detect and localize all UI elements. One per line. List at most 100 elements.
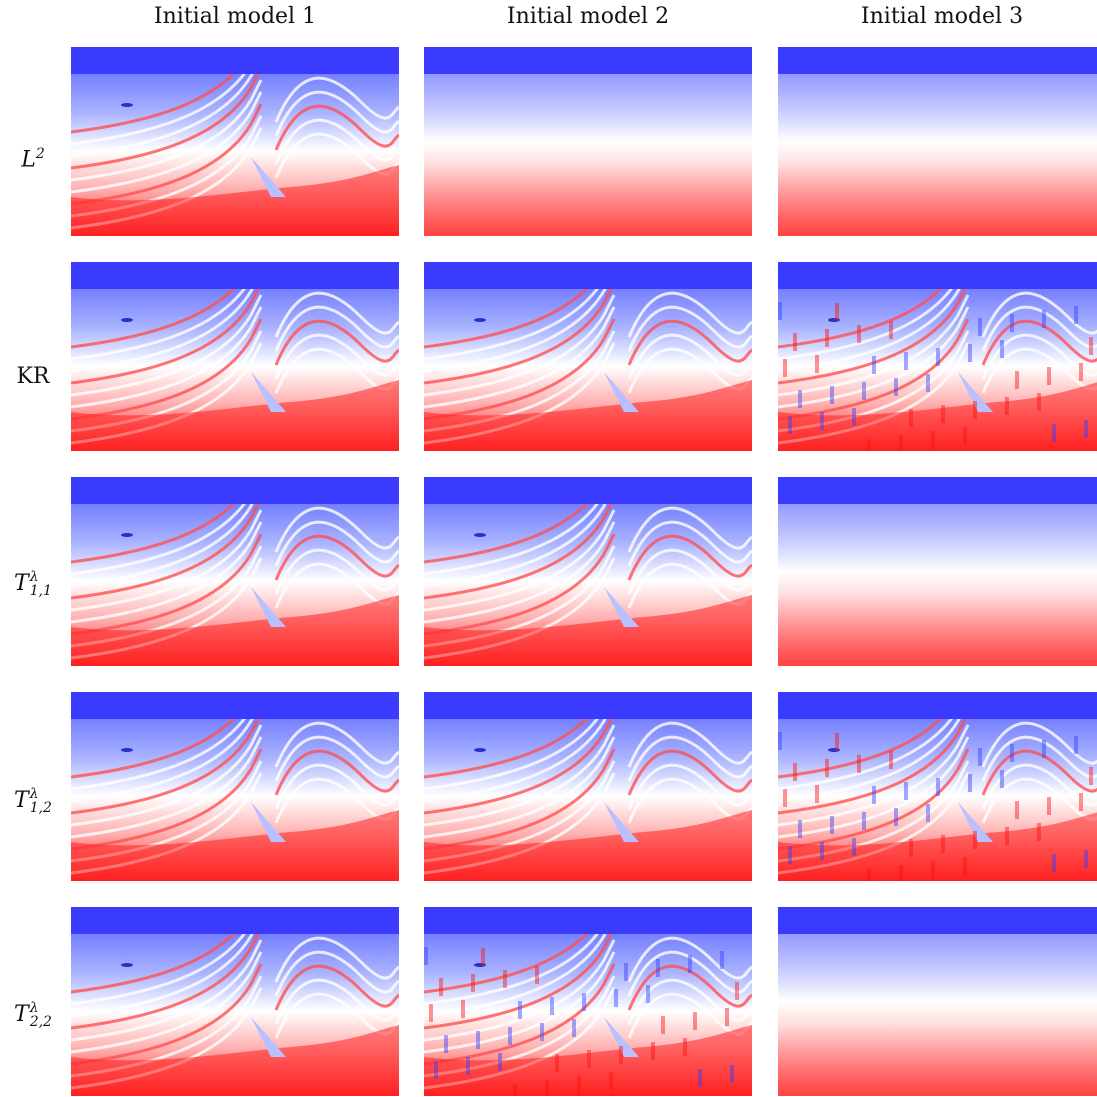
reflector-line — [424, 748, 616, 851]
noise-artifact — [857, 325, 861, 343]
noise-artifact — [815, 355, 819, 373]
anticline-line — [274, 118, 399, 165]
noise-artifact — [978, 318, 982, 336]
reflector-line — [778, 736, 970, 839]
anticline-line — [274, 763, 399, 810]
noise-artifact — [1015, 371, 1019, 389]
noise-artifact — [466, 1057, 470, 1075]
reflector-line — [424, 282, 616, 385]
velocity-model-image — [424, 477, 752, 666]
column-title-2: Initial model 2 — [506, 4, 670, 29]
column-title-1: Initial model 1 — [153, 4, 317, 29]
velocity-model-image — [778, 692, 1097, 881]
noise-artifact — [1042, 310, 1046, 328]
noise-artifact — [609, 1072, 613, 1090]
noise-artifact — [730, 1065, 734, 1083]
reflector-line — [71, 712, 263, 815]
noise-artifact — [540, 1023, 544, 1041]
noise-artifact — [429, 1004, 433, 1022]
water-layer — [424, 907, 752, 934]
noise-artifact — [555, 1054, 559, 1072]
reflector-line — [778, 318, 970, 421]
noise-artifact — [793, 333, 797, 351]
anticline-line — [981, 291, 1097, 338]
noise-artifact — [1037, 393, 1041, 411]
reflector-line — [424, 939, 616, 1042]
noise-artifact — [968, 344, 972, 362]
water-layer — [71, 477, 399, 504]
reflector-line — [71, 282, 263, 385]
reflector-line — [424, 724, 616, 827]
anticline-line — [981, 721, 1097, 768]
panel-background — [424, 47, 752, 236]
noise-artifact — [867, 439, 871, 451]
noise-artifact — [1015, 801, 1019, 819]
noise-artifact — [545, 1080, 549, 1096]
fault-wedge — [251, 157, 286, 197]
velocity-model-image — [424, 692, 752, 881]
noise-artifact — [798, 390, 802, 408]
water-layer — [778, 262, 1097, 289]
deep-layer — [424, 595, 752, 666]
reflector-line — [71, 294, 263, 397]
anticline-line — [627, 964, 752, 1011]
noise-artifact — [1037, 823, 1041, 841]
anticline-line — [627, 291, 752, 338]
panel-row5-col1 — [71, 907, 399, 1096]
water-layer — [71, 692, 399, 719]
noise-artifact — [963, 427, 967, 445]
velocity-model-image — [424, 262, 752, 451]
noise-artifact — [587, 1050, 591, 1068]
velocity-model-image — [424, 47, 752, 236]
noise-artifact — [735, 982, 739, 1000]
noise-artifact — [894, 808, 898, 826]
noise-artifact — [825, 759, 829, 777]
noise-artifact — [904, 782, 908, 800]
noise-artifact — [1084, 420, 1088, 438]
panel-row1-col3 — [778, 47, 1097, 236]
reflector-line — [71, 67, 263, 170]
anticline-line — [274, 978, 399, 1025]
anticline-line — [627, 978, 752, 1025]
noise-artifact — [572, 1019, 576, 1037]
anticline-line — [627, 333, 752, 380]
noise-artifact — [498, 1053, 502, 1071]
anticline-line — [627, 506, 752, 553]
anticline-line — [627, 305, 752, 352]
panel-row4-col1 — [71, 692, 399, 881]
reflector-line — [71, 915, 263, 1018]
water-layer — [778, 477, 1097, 504]
deep-layer — [424, 810, 752, 881]
panel-row2-col3 — [778, 262, 1097, 451]
reflector-line — [71, 951, 263, 1054]
reflector-line — [71, 724, 263, 827]
lens — [121, 103, 133, 107]
reflector-line — [778, 270, 970, 373]
anticline-line — [274, 964, 399, 1011]
reflector-line — [424, 533, 616, 636]
noise-artifact — [867, 869, 871, 881]
anticline-line — [274, 548, 399, 595]
anticline-line — [627, 520, 752, 567]
panel-row1-col1 — [71, 47, 399, 236]
anticline-line — [627, 749, 752, 796]
panel-row2-col1 — [71, 262, 399, 451]
anticline-line — [627, 735, 752, 782]
fault-wedge — [251, 1017, 286, 1057]
noise-artifact — [1000, 340, 1004, 358]
anticline-line — [627, 534, 752, 581]
noise-artifact — [434, 1061, 438, 1079]
reflector-line — [71, 700, 263, 803]
noise-artifact — [550, 997, 554, 1015]
lens — [828, 318, 840, 322]
reflector-line — [71, 509, 263, 612]
velocity-model-image — [778, 907, 1097, 1096]
noise-artifact — [1010, 744, 1014, 762]
reflector-line — [71, 270, 263, 373]
reflector-line — [71, 103, 263, 206]
reflector-line — [424, 294, 616, 397]
noise-artifact — [899, 865, 903, 881]
noise-artifact — [535, 966, 539, 984]
noise-artifact — [481, 948, 485, 966]
fault-wedge — [604, 372, 639, 412]
